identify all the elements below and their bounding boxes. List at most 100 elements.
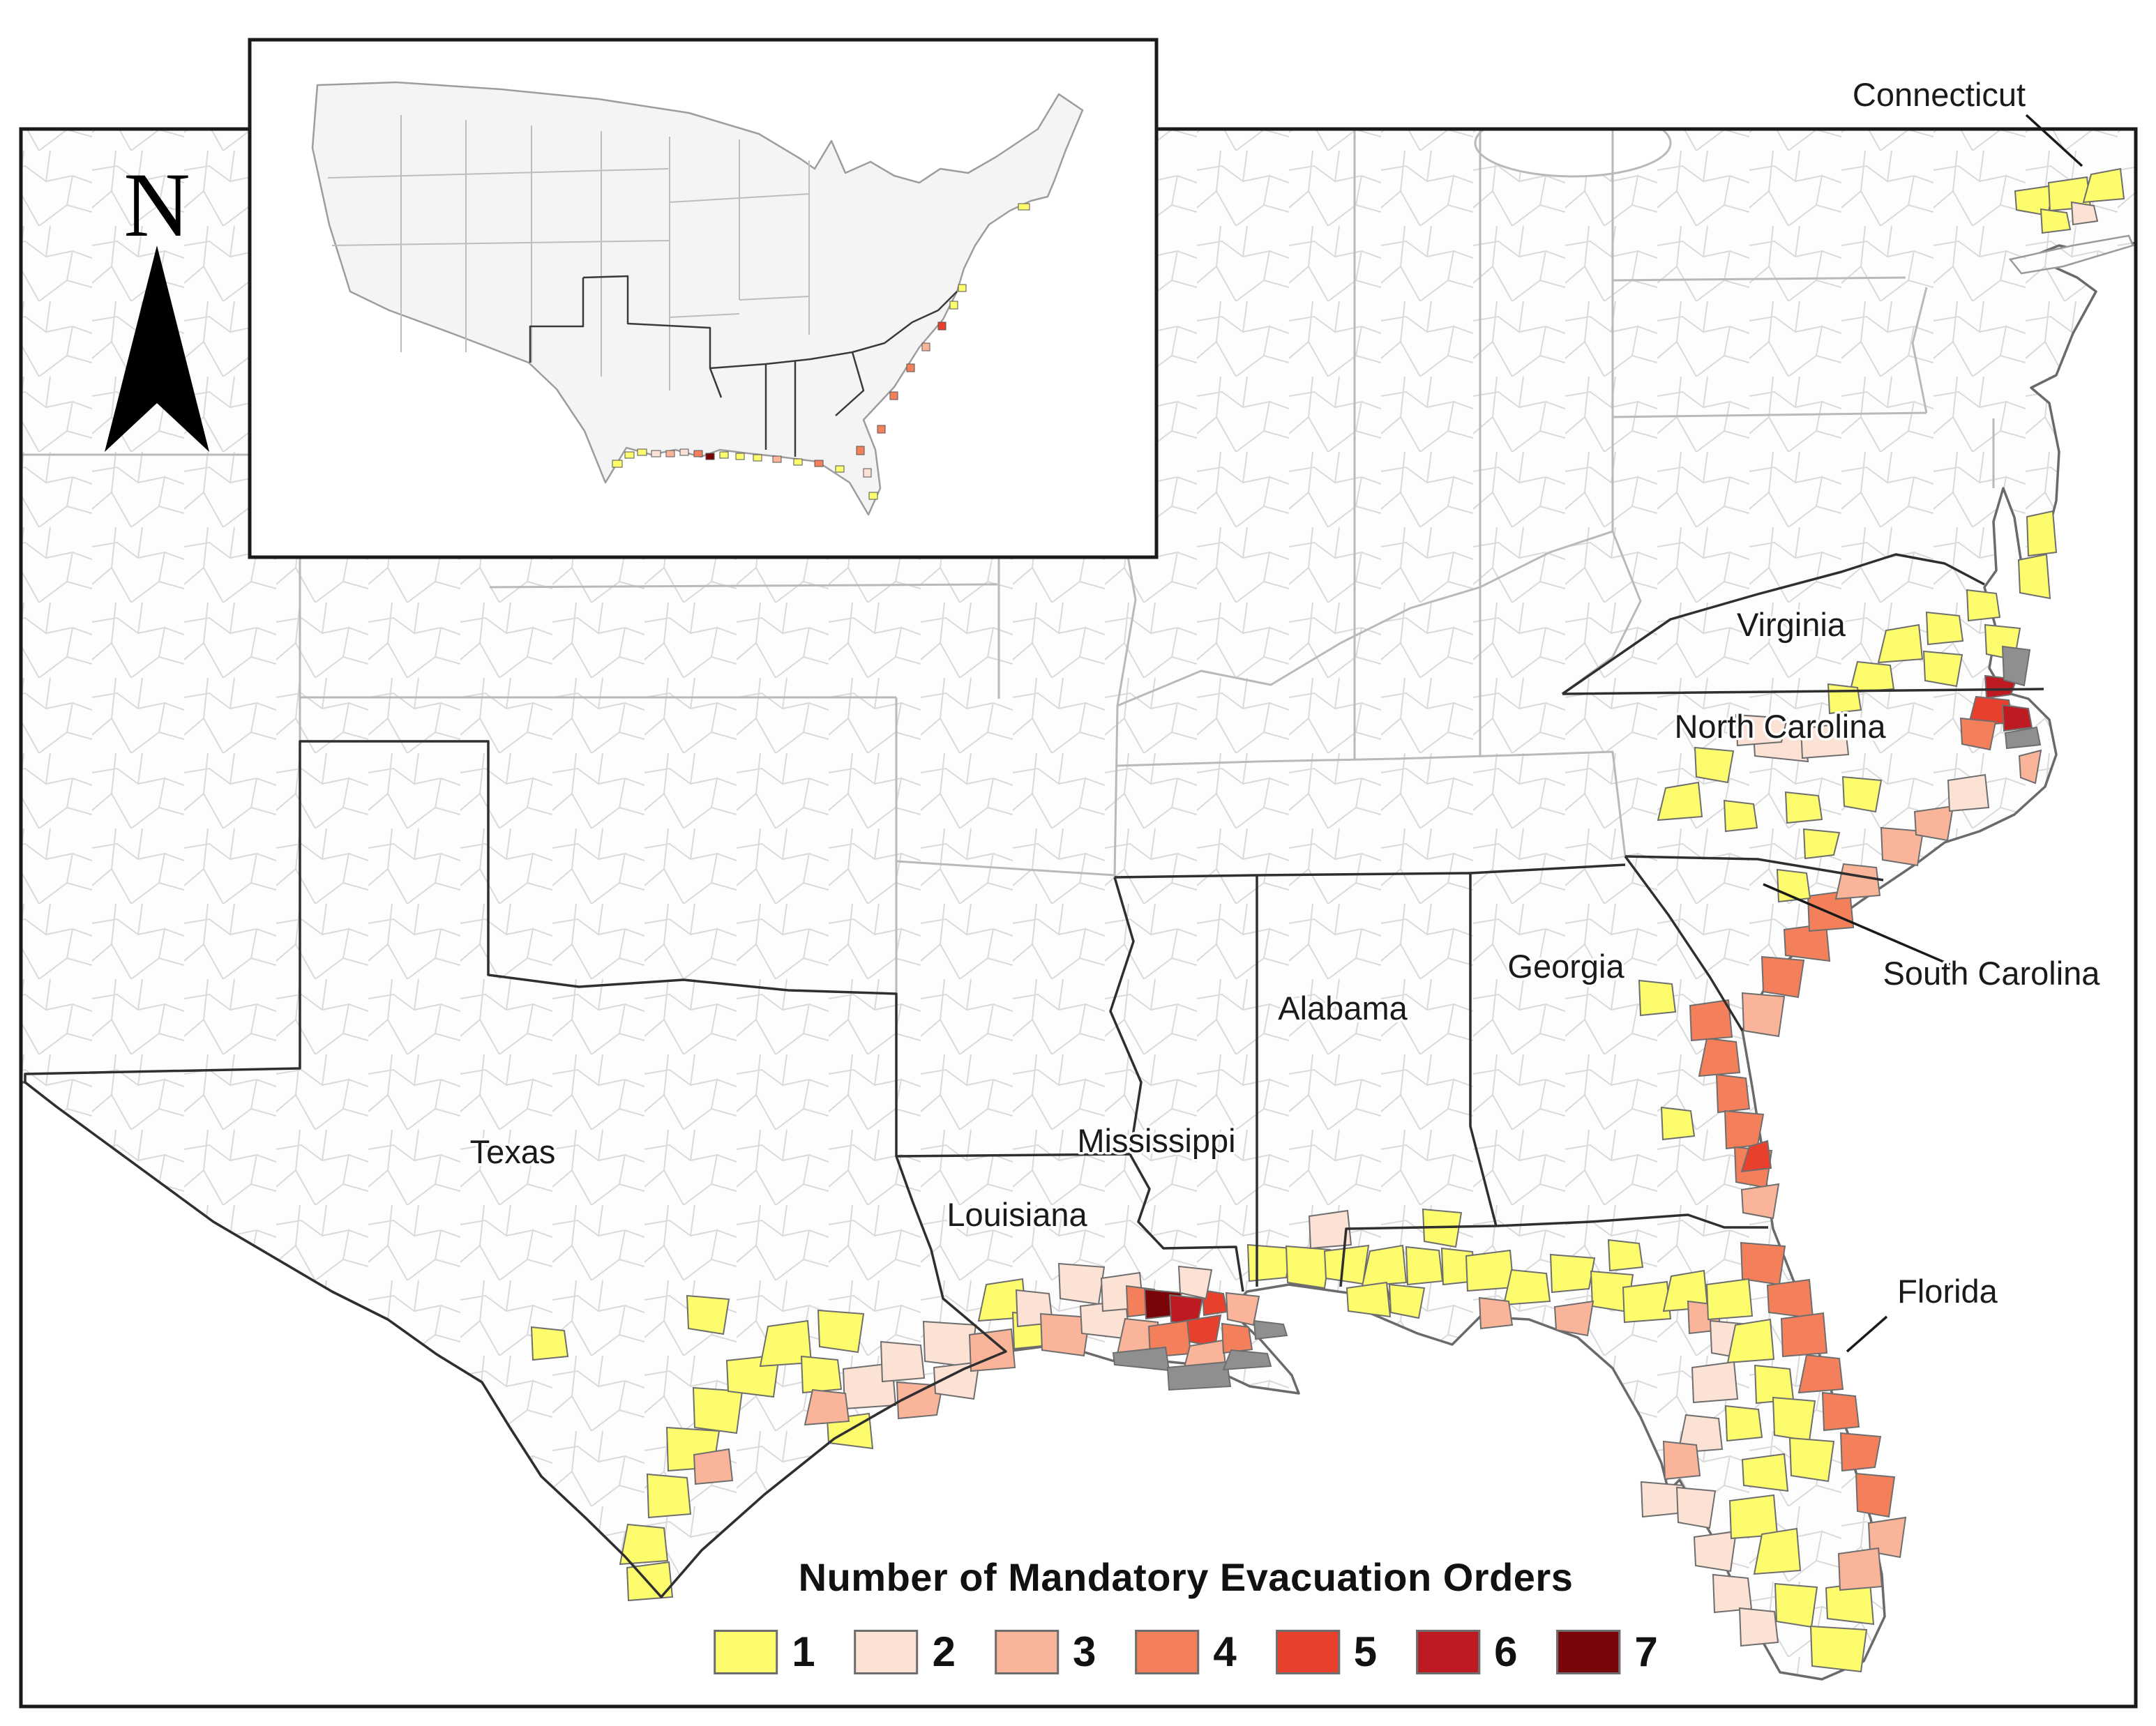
state-label-texas: Texas [470, 1133, 556, 1170]
county-patch-evac-4 [1724, 1110, 1765, 1150]
inset-dot-evac-1 [719, 451, 729, 459]
county-patch-evac-6 [2001, 704, 2033, 732]
county-patch-evac-4 [1797, 1354, 1844, 1394]
county-patch-evac-2 [2070, 201, 2099, 226]
county-patch-evac-1 [2017, 553, 2051, 600]
county-patch-evac-2 [922, 1320, 977, 1368]
lake-erie [1474, 129, 1672, 178]
inset-dot-evac-4 [814, 460, 824, 467]
inset-us-outline [311, 81, 1084, 516]
legend-swatch-5 [1275, 1629, 1340, 1674]
inset-dot-evac-2 [679, 448, 689, 456]
county-patch-evac-3 [1039, 1312, 1091, 1357]
county-patch-evac-1 [1925, 611, 1964, 646]
county-patch-evac-3 [1662, 1440, 1701, 1481]
county-patch-evac-1 [1657, 781, 1703, 822]
county-patch-evac-3 [1837, 1547, 1883, 1591]
county-patch-evac-1 [817, 1309, 865, 1354]
state-label-virginia: Virginia [1737, 606, 1846, 643]
state-label-georgia: Georgia [1507, 948, 1624, 985]
inset-dot-evac-5 [937, 321, 947, 331]
legend-value-5: 5 [1353, 1628, 1378, 1675]
legend-value-6: 6 [1494, 1628, 1518, 1675]
inset-dot-evac-1 [624, 451, 635, 459]
county-patch-evac-1 [1323, 1244, 1370, 1285]
legend-value-4: 4 [1213, 1628, 1237, 1675]
county-patch-evac-1 [1607, 1239, 1644, 1272]
inset-state-lines-gray [327, 115, 810, 391]
county-patch-evac-2 [1677, 1414, 1724, 1454]
county-patch-evac-1 [1841, 775, 1883, 813]
county-patch-evac-2 [1735, 713, 1788, 747]
state-label-mississippi: Mississippi [1077, 1122, 1235, 1159]
state-label-north-carolina: North Carolina [1674, 708, 1886, 745]
leader-line-connecticut [2025, 114, 2083, 167]
inset-dot-evac-4 [877, 425, 886, 434]
county-patch-evac-4 [1839, 1432, 1882, 1472]
legend-item-4: 4 [1135, 1628, 1237, 1676]
inset-dot-evac-1 [958, 284, 967, 292]
county-patch-evac-5 [1740, 1140, 1772, 1173]
legend-swatch-2 [854, 1629, 919, 1674]
marsh-patch [2004, 726, 2042, 750]
county-patch-evac-3 [1867, 1516, 1907, 1559]
legend-value-7: 7 [1634, 1628, 1658, 1675]
inset-dot-evac-1 [735, 453, 745, 460]
county-patch-evac-1 [1549, 1253, 1596, 1294]
county-patch-evac-2 [1675, 1486, 1717, 1529]
county-patch-evac-1 [1388, 1283, 1426, 1319]
inset-dot-evac-4 [856, 446, 865, 455]
county-patch-evac-2 [1712, 1573, 1753, 1614]
marsh-patch [1166, 1361, 1232, 1391]
county-patch-evac-4 [1766, 1278, 1814, 1319]
county-patch-evac-1 [1966, 589, 2001, 622]
county-patch-evac-1 [1784, 791, 1823, 824]
legend-swatch-6 [1416, 1629, 1481, 1674]
county-patch-evac-1 [1502, 1269, 1551, 1306]
county-patch-evac-1 [1809, 1625, 1868, 1673]
legend-item-5: 5 [1275, 1628, 1378, 1676]
leader-line-florida [1846, 1315, 1888, 1353]
north-arrow: N [105, 153, 209, 452]
inset-dot-evac-1 [835, 465, 845, 473]
county-patch-evac-3 [1740, 1183, 1780, 1220]
county-patch-evac-3 [1553, 1300, 1595, 1337]
inset-dot-evac-4 [889, 391, 898, 400]
state-borders-dark [24, 553, 2044, 1598]
counties-layer [530, 167, 2125, 1673]
legend-swatch-1 [714, 1629, 778, 1674]
county-patch-evac-3 [1741, 992, 1786, 1038]
county-patch-evac-3 [968, 1328, 1016, 1372]
mississippi-border [1109, 874, 1258, 1287]
inset-dot-evac-4 [693, 450, 703, 457]
county-patch-evac-3 [1225, 1292, 1260, 1326]
county-patch-evac-1 [1465, 1249, 1515, 1292]
county-patch-evac-1 [1741, 1453, 1789, 1492]
county-patch-evac-1 [692, 1386, 744, 1434]
texas-border [24, 740, 1007, 1598]
state-label-florida: Florida [1897, 1273, 1998, 1310]
county-patch-evac-1 [1788, 1437, 1835, 1483]
alabama-border [1256, 872, 1498, 1287]
legend-swatch-7 [1556, 1629, 1621, 1674]
legend-item-2: 2 [854, 1628, 956, 1676]
county-patch-evac-1 [1848, 660, 1895, 694]
state-label-south-carolina: South Carolina [1883, 955, 2101, 992]
legend-item-6: 6 [1416, 1628, 1517, 1676]
north-arrow-icon [105, 245, 209, 452]
inset-dot-evac-2 [863, 468, 872, 478]
county-patch-evac-4 [1807, 889, 1855, 932]
virginia-border [1562, 553, 1985, 695]
inset-map [248, 38, 1159, 559]
county-patch-evac-1 [1774, 1582, 1818, 1628]
county-patch-evac-1 [1728, 1494, 1779, 1540]
county-patch-evac-1 [1660, 1106, 1696, 1141]
inset-dot-evac-1 [949, 301, 958, 310]
inset-dot-evac-1 [868, 492, 878, 500]
county-patch-evac-2 [880, 1340, 926, 1383]
county-patch-evac-4 [1740, 1241, 1786, 1286]
legend-value-1: 1 [792, 1628, 815, 1675]
county-patch-evac-2 [1738, 1607, 1779, 1647]
county-patch-evac-2 [1057, 1262, 1106, 1305]
